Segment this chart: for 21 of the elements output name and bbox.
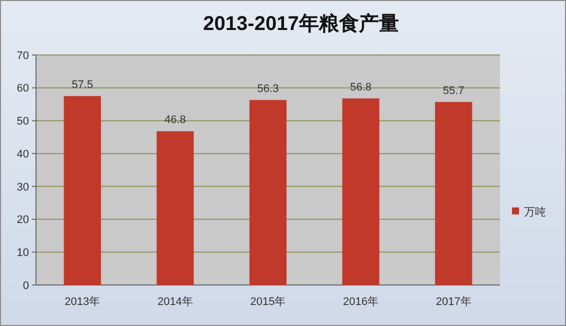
y-tick-label: 60 xyxy=(16,82,29,95)
y-tick-label: 20 xyxy=(16,214,29,226)
bar xyxy=(156,131,194,285)
data-label: 55.7 xyxy=(442,84,464,97)
x-tick-label: 2014年 xyxy=(157,296,193,308)
bar xyxy=(249,100,287,285)
legend-label: 万吨 xyxy=(524,205,546,218)
y-tick-label: 50 xyxy=(16,116,29,128)
x-tick-label: 2017年 xyxy=(436,296,472,308)
bar xyxy=(435,102,472,285)
y-tick-label: 0 xyxy=(22,280,29,292)
y-tick-label: 70 xyxy=(16,50,29,62)
x-tick-label: 2013年 xyxy=(64,296,100,308)
y-tick-label: 10 xyxy=(16,246,29,259)
bar xyxy=(64,96,101,285)
x-tick-label: 2015年 xyxy=(250,296,286,308)
bar xyxy=(342,98,380,285)
chart-title: 2013-2017年粮食产量 xyxy=(203,12,399,35)
y-tick-label: 40 xyxy=(16,148,29,160)
x-tick-label: 2016年 xyxy=(343,296,379,308)
y-tick-label: 30 xyxy=(16,181,29,194)
